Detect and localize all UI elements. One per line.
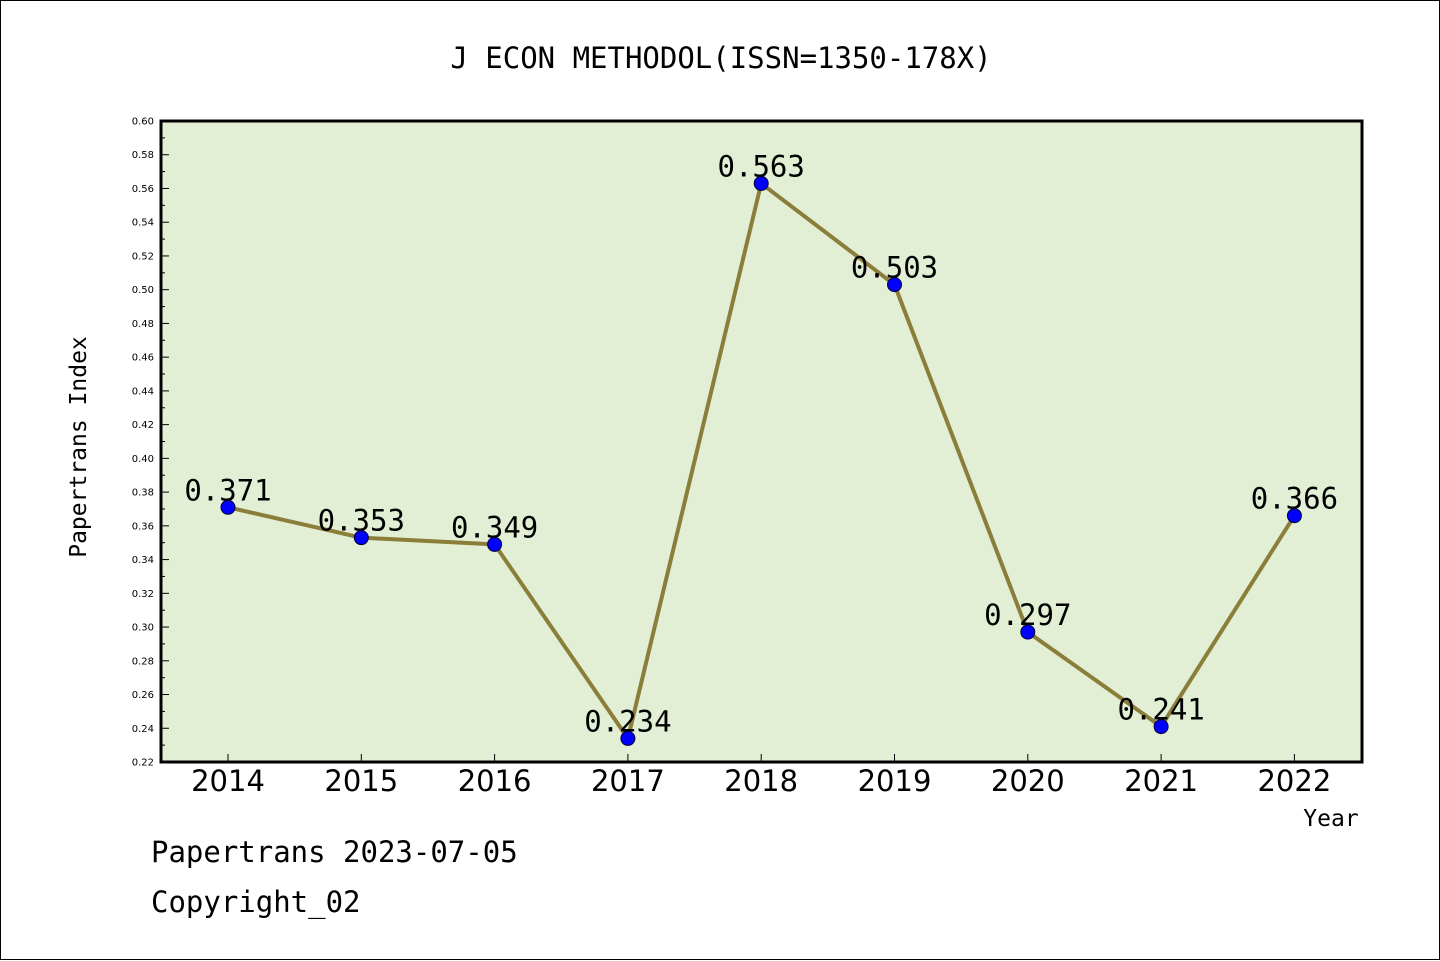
x-tick-label: 2015 [324, 764, 398, 798]
data-point [1153, 719, 1169, 735]
data-point [1286, 508, 1302, 524]
y-tick-label: 0.36 [132, 521, 154, 532]
y-tick-label: 0.44 [132, 386, 154, 397]
data-label: 0.563 [718, 149, 805, 183]
data-point [220, 499, 236, 515]
data-point [620, 730, 636, 746]
x-tick-label: 2019 [858, 764, 932, 798]
y-tick-label: 0.56 [132, 184, 154, 195]
y-tick-label: 0.24 [132, 724, 154, 735]
plot-border [159, 119, 1364, 764]
y-tick-label: 0.54 [132, 218, 154, 229]
y-tick-label: 0.30 [132, 623, 154, 634]
y-tick-label: 0.52 [132, 251, 154, 262]
y-tick-label: 0.50 [132, 285, 154, 296]
y-tick-label: 0.38 [132, 488, 154, 499]
y-tick-label: 0.48 [132, 319, 154, 330]
x-tick-label: 2014 [191, 764, 265, 798]
data-label: 0.503 [851, 251, 938, 285]
y-tick-label: 0.42 [132, 420, 154, 431]
y-tick-label: 0.28 [132, 656, 154, 667]
x-tick-label: 2017 [591, 764, 665, 798]
x-tick-label: 2020 [991, 764, 1065, 798]
data-label: 0.241 [1117, 693, 1204, 727]
x-tick-label: 2018 [724, 764, 798, 798]
y-tick-label: 0.22 [132, 758, 154, 769]
y-tick-label: 0.40 [132, 454, 154, 465]
data-point [1020, 624, 1036, 640]
data-point [753, 175, 769, 191]
x-axis-label: Year [1303, 806, 1358, 832]
x-tick-label: 2022 [1257, 764, 1331, 798]
y-tick-label: 0.58 [132, 150, 154, 161]
x-tick-label: 2021 [1124, 764, 1198, 798]
x-tick-label: 2016 [458, 764, 532, 798]
data-point [887, 277, 902, 293]
footer-date: Papertrans 2023-07-05 [151, 835, 518, 869]
y-tick-label: 0.26 [132, 690, 154, 701]
plot-area [161, 121, 1362, 762]
data-point [487, 536, 503, 552]
data-point [353, 530, 369, 546]
data-label: 0.371 [184, 473, 271, 507]
y-tick-label: 0.34 [132, 555, 154, 566]
footer-copyright: Copyright_02 [151, 885, 361, 919]
data-label: 0.353 [318, 504, 405, 538]
data-label: 0.297 [984, 598, 1071, 632]
chart-title: J ECON METHODOL(ISSN=1350-178X) [450, 41, 991, 75]
y-tick-label: 0.32 [132, 589, 154, 600]
data-label: 0.234 [584, 704, 671, 738]
data-label: 0.349 [451, 510, 538, 544]
y-axis-label: Papertrans Index [66, 336, 92, 558]
y-tick-label: 0.60 [132, 117, 154, 128]
data-label: 0.366 [1251, 482, 1338, 516]
y-tick-label: 0.46 [132, 353, 154, 364]
